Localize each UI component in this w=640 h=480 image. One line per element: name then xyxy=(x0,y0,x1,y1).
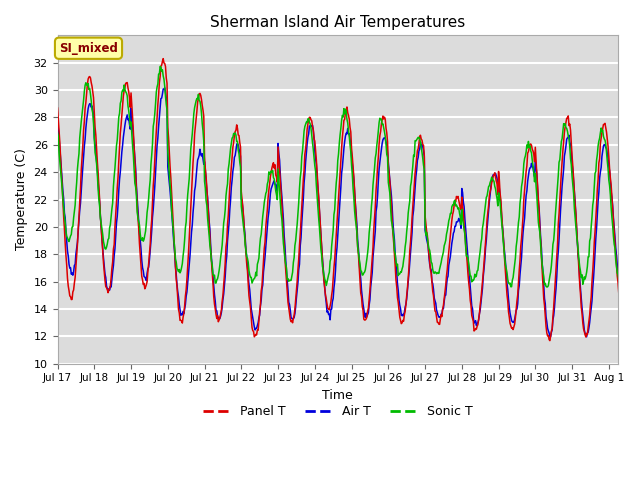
Title: Sherman Island Air Temperatures: Sherman Island Air Temperatures xyxy=(210,15,465,30)
Text: SI_mixed: SI_mixed xyxy=(59,42,118,55)
Y-axis label: Temperature (C): Temperature (C) xyxy=(15,149,28,251)
Legend: Panel T, Air T, Sonic T: Panel T, Air T, Sonic T xyxy=(198,400,478,423)
X-axis label: Time: Time xyxy=(323,389,353,402)
